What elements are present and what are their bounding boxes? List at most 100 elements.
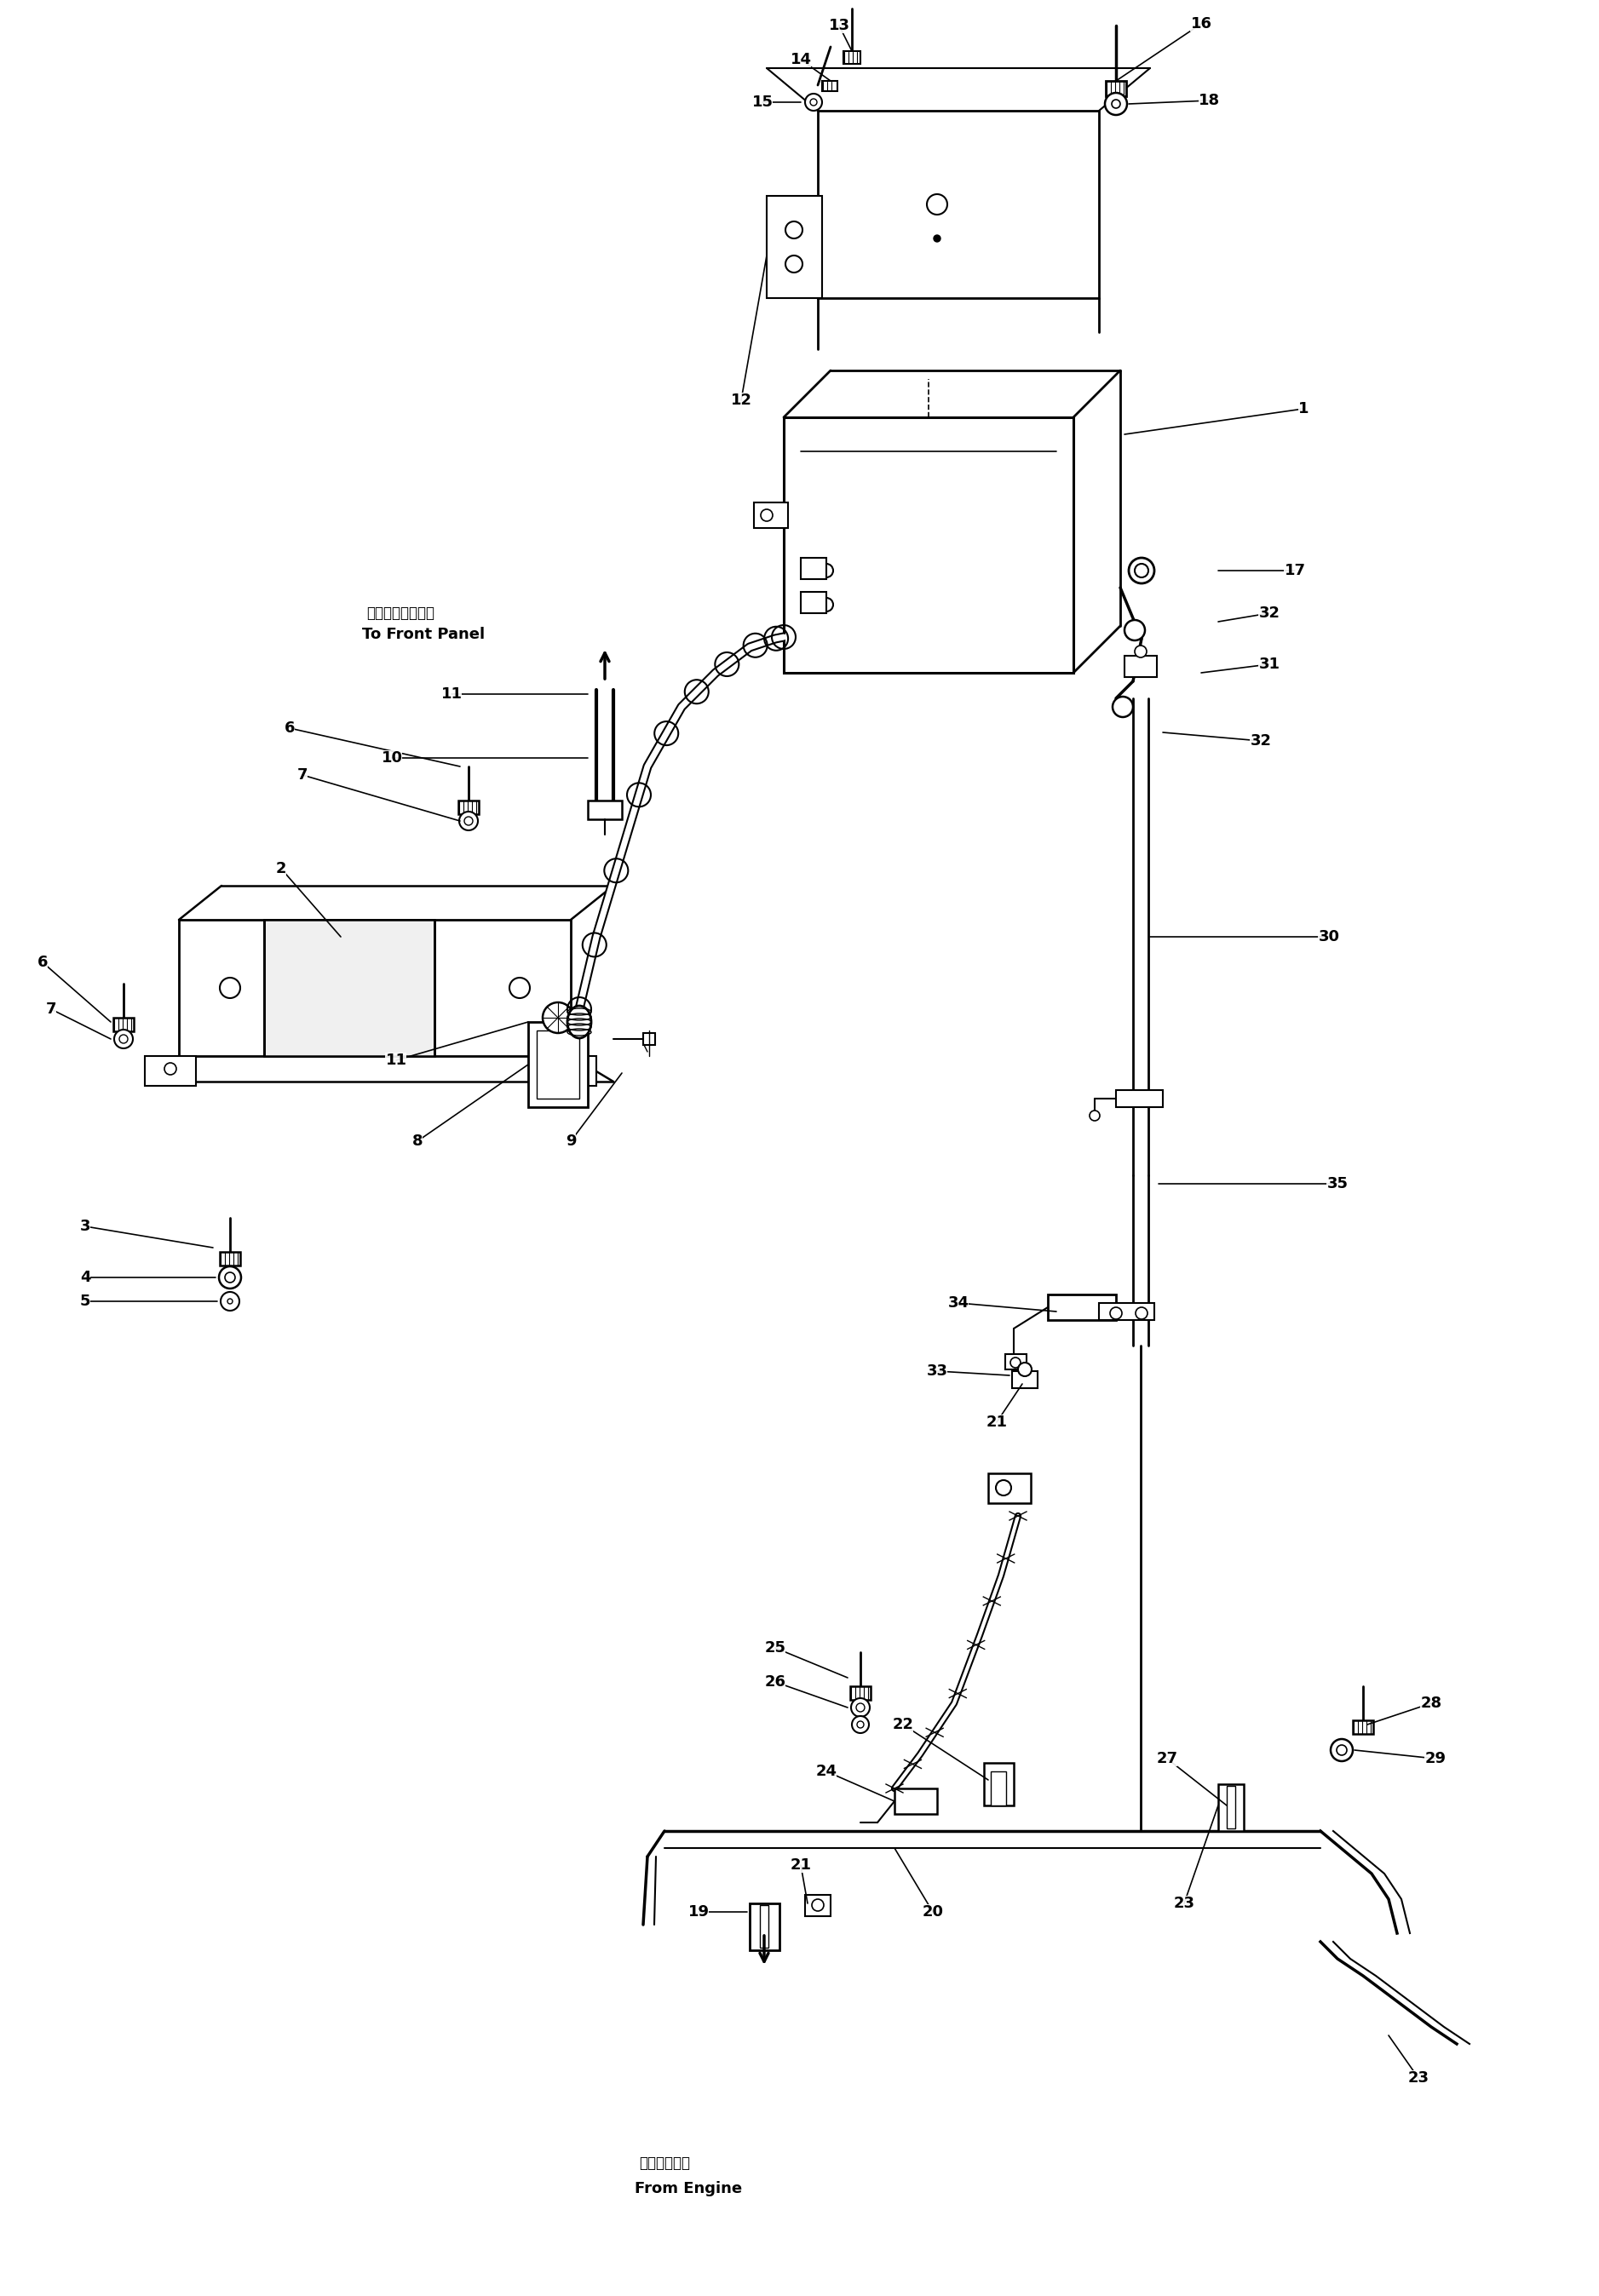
Text: 24: 24 (815, 1763, 836, 1779)
Text: 22: 22 (892, 1717, 913, 1731)
Text: エンジンから: エンジンから (640, 2156, 691, 2170)
Circle shape (785, 220, 803, 239)
Circle shape (857, 1722, 863, 1729)
Text: 20: 20 (923, 1903, 943, 1919)
Circle shape (1105, 92, 1127, 115)
Text: 5: 5 (80, 1293, 91, 1309)
Bar (1006, 1355, 1027, 1368)
Bar (843, 51, 860, 64)
Bar (537, 1031, 579, 1097)
Circle shape (221, 1293, 240, 1311)
Bar (1124, 657, 1156, 677)
Text: 35: 35 (1327, 1176, 1348, 1192)
Text: 6: 6 (37, 955, 48, 969)
Circle shape (1089, 1111, 1100, 1120)
Text: 25: 25 (764, 1639, 785, 1655)
Bar (766, 195, 822, 298)
Circle shape (761, 510, 772, 521)
Text: フロントパネルへ: フロントパネルへ (366, 606, 435, 620)
Text: 3: 3 (80, 1219, 91, 1233)
Bar (801, 592, 827, 613)
Bar (1012, 1371, 1038, 1389)
Circle shape (820, 597, 833, 611)
Circle shape (165, 1063, 176, 1075)
Text: 23: 23 (1407, 2071, 1430, 2085)
Bar (822, 80, 838, 92)
Ellipse shape (568, 1006, 592, 1038)
Bar (1099, 1304, 1154, 1320)
Bar (528, 1022, 588, 1107)
Text: 13: 13 (828, 18, 849, 32)
Circle shape (1330, 1738, 1353, 1761)
Text: 10: 10 (381, 751, 403, 765)
Circle shape (1135, 645, 1146, 657)
Circle shape (510, 978, 529, 999)
Text: 11: 11 (441, 687, 462, 703)
Circle shape (1124, 620, 1145, 641)
Text: 34: 34 (948, 1295, 969, 1311)
Circle shape (459, 810, 478, 831)
Circle shape (811, 99, 817, 106)
Bar (459, 801, 478, 815)
Circle shape (1011, 1357, 1020, 1368)
Text: 21: 21 (987, 1414, 1007, 1430)
Bar (146, 1056, 197, 1086)
Text: 14: 14 (790, 53, 811, 67)
Text: 4: 4 (80, 1270, 91, 1286)
Bar (1107, 80, 1126, 96)
Bar (545, 1056, 596, 1086)
Circle shape (1337, 1745, 1346, 1754)
Text: 23: 23 (1174, 1896, 1194, 1910)
Bar (264, 921, 435, 1056)
Circle shape (1019, 1362, 1031, 1375)
Text: 28: 28 (1420, 1697, 1442, 1711)
Circle shape (852, 1715, 868, 1733)
Bar (750, 1903, 779, 1949)
Bar (1353, 1720, 1374, 1733)
Circle shape (219, 978, 240, 999)
Bar (1218, 1784, 1244, 1830)
Text: 30: 30 (1318, 930, 1340, 944)
Circle shape (934, 234, 940, 241)
Bar (219, 1251, 240, 1265)
Text: 11: 11 (385, 1052, 406, 1068)
Circle shape (785, 255, 803, 273)
Text: 18: 18 (1199, 92, 1220, 108)
Text: 19: 19 (688, 1903, 710, 1919)
Text: 1: 1 (1298, 402, 1308, 416)
Text: 12: 12 (731, 393, 752, 409)
Text: 33: 33 (926, 1364, 948, 1380)
Bar (753, 503, 788, 528)
Bar (179, 921, 571, 1056)
Circle shape (996, 1481, 1011, 1495)
Bar (804, 1894, 830, 1917)
Text: To Front Panel: To Front Panel (361, 627, 484, 643)
Text: From Engine: From Engine (635, 2181, 742, 2197)
Bar (114, 1017, 134, 1031)
Circle shape (812, 1899, 823, 1910)
Bar (588, 801, 622, 820)
Text: 6: 6 (285, 721, 294, 735)
Circle shape (1113, 696, 1134, 716)
Circle shape (1135, 1306, 1148, 1320)
Text: 29: 29 (1425, 1752, 1445, 1766)
Text: 8: 8 (413, 1134, 422, 1148)
Text: 27: 27 (1156, 1752, 1178, 1766)
Circle shape (564, 1063, 577, 1075)
Bar (988, 1474, 1031, 1504)
Bar (760, 1906, 769, 1947)
Text: 32: 32 (1250, 732, 1271, 748)
Circle shape (1129, 558, 1154, 583)
Text: 26: 26 (764, 1674, 785, 1690)
Circle shape (227, 1300, 232, 1304)
Circle shape (820, 565, 833, 576)
Circle shape (1135, 565, 1148, 576)
Text: 7: 7 (297, 767, 307, 783)
Circle shape (855, 1704, 865, 1713)
Text: 16: 16 (1191, 16, 1212, 32)
Circle shape (225, 1272, 235, 1283)
Bar (817, 110, 1099, 298)
Bar (801, 558, 827, 579)
Circle shape (927, 195, 947, 214)
Circle shape (114, 1029, 133, 1049)
